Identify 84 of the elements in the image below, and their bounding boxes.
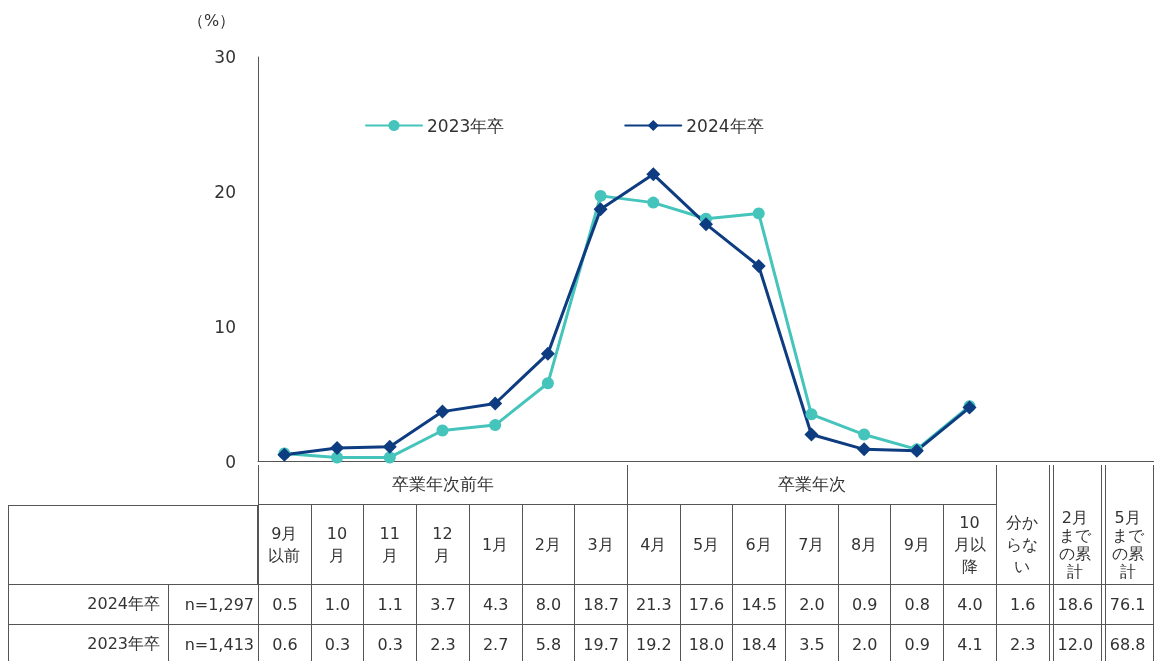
data-label: 8.0 — [521, 585, 575, 625]
data-label: 2.0 — [837, 625, 891, 661]
x-tick-label: 9月 — [902, 534, 931, 556]
data-label: 18.7 — [574, 585, 627, 625]
text: 12.0 — [1057, 635, 1094, 654]
text: 68.8 — [1109, 635, 1146, 654]
point — [646, 167, 661, 182]
point — [489, 419, 502, 432]
text: 2024年卒 — [87, 594, 160, 613]
data-label: 4.1 — [943, 625, 996, 661]
x-tick-label: 2月 — [533, 534, 562, 556]
x-tick-label: 3月 — [586, 534, 615, 556]
y-tick-label: 20 — [214, 181, 236, 202]
point — [488, 396, 503, 411]
x-tick-label: 分からない — [1005, 512, 1040, 578]
data-label: 5.8 — [521, 625, 575, 661]
x-tick-label: 5月までの累計 — [1110, 508, 1145, 581]
data-label: 0.8 — [890, 585, 944, 625]
text: 2023年卒 — [87, 634, 160, 653]
x-tick-label: 9月以前 — [267, 523, 302, 567]
data-label: 1.1 — [363, 585, 417, 625]
point — [804, 427, 819, 442]
text: 18.6 — [1057, 595, 1094, 614]
data-label: 14.5 — [732, 585, 786, 625]
data-label: 4.0 — [943, 585, 996, 625]
x-tick-label: 8月 — [850, 534, 879, 556]
point — [647, 196, 660, 209]
point — [699, 217, 713, 232]
text: n=1,297 — [168, 585, 258, 625]
legend-label: 2023年卒 — [427, 115, 505, 136]
y-tick-label: 30 — [214, 47, 236, 67]
data-label: 3.7 — [416, 585, 469, 625]
data-label: 2.3 — [416, 625, 469, 661]
data-label: 0.3 — [363, 625, 417, 661]
point — [594, 189, 607, 202]
x-tick-label: 11月 — [378, 523, 401, 567]
x-tick-label: 1月 — [481, 534, 510, 556]
data-label: 19.7 — [574, 625, 627, 661]
point — [858, 428, 871, 441]
text: 2.3 — [1010, 635, 1036, 654]
text: 76.1 — [1109, 595, 1146, 614]
data-label: 1.0 — [310, 585, 364, 625]
point — [751, 258, 766, 273]
text: 卒業年次前年 — [258, 465, 627, 505]
x-tick-label: 5月 — [691, 534, 721, 556]
data-label: 21.3 — [626, 585, 680, 625]
x-tick-label: 10月以降 — [952, 512, 987, 578]
point — [540, 346, 555, 361]
point — [593, 202, 608, 217]
point — [383, 451, 396, 464]
data-label: 4.3 — [468, 585, 522, 625]
x-tick-label: 4月 — [639, 534, 668, 556]
point — [857, 442, 872, 457]
data-label: 0.9 — [890, 625, 944, 661]
x-tick-label: 6月 — [744, 534, 773, 556]
legend-label: 2024年卒 — [686, 115, 764, 136]
x-tick-label: 10月 — [325, 523, 349, 567]
data-label: 18.0 — [679, 625, 733, 661]
text: 1.6 — [1010, 595, 1036, 614]
point — [382, 439, 397, 454]
y-tick-label: 10 — [214, 316, 236, 337]
data-label: 0.5 — [258, 585, 311, 625]
data-label: 19.2 — [626, 625, 680, 661]
point — [752, 207, 765, 220]
text: 卒業年次 — [626, 465, 996, 505]
x-tick-label: 7月 — [797, 534, 826, 556]
x-tick-label: 2月までの累計 — [1057, 508, 1092, 581]
data-label: 0.6 — [258, 625, 311, 661]
point — [435, 404, 450, 419]
data-label: 2.7 — [468, 625, 522, 661]
data-label: 17.6 — [679, 585, 733, 625]
data-label: 0.3 — [310, 625, 364, 661]
text: n=1,413 — [168, 625, 258, 661]
data-label: 2.0 — [785, 585, 838, 625]
y-tick-label: 0 — [225, 451, 236, 472]
y-axis-title: （%） — [188, 10, 236, 30]
data-label: 18.4 — [732, 625, 786, 661]
data-label: 0.9 — [837, 585, 891, 625]
point — [330, 441, 345, 456]
data-label: 3.5 — [785, 625, 838, 661]
point — [436, 424, 449, 437]
point — [805, 408, 818, 421]
point — [541, 377, 554, 390]
x-tick-label: 12月 — [431, 523, 454, 567]
